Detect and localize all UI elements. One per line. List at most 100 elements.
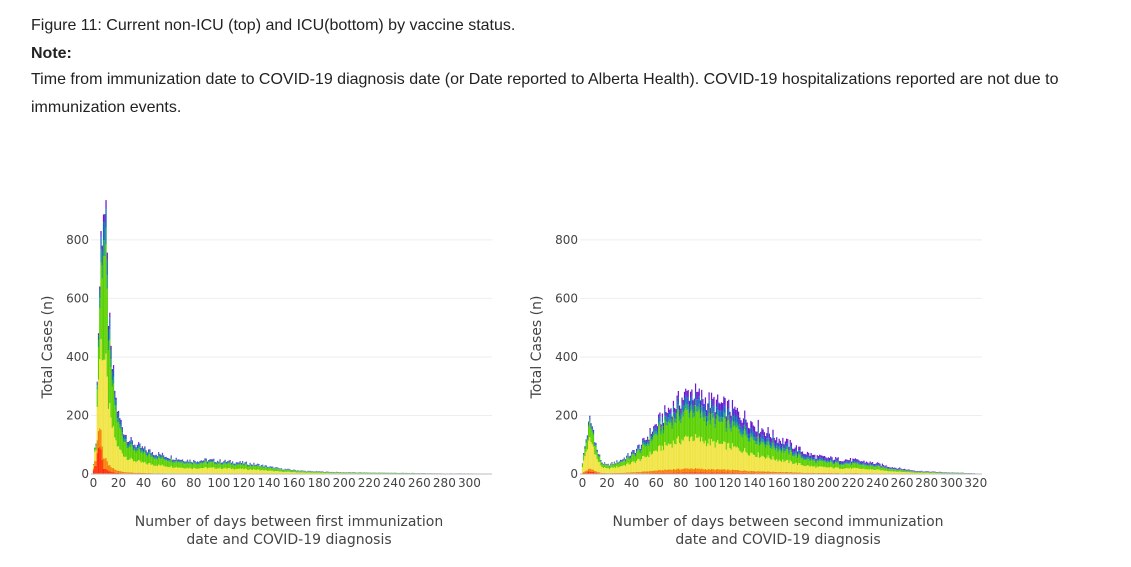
bar-segment <box>615 464 617 468</box>
bar-segment <box>592 446 595 470</box>
bar-segment <box>366 472 368 474</box>
bar-segment <box>773 437 775 443</box>
bar-segment <box>763 432 766 438</box>
bar-segment <box>96 440 98 454</box>
bar-segment <box>651 453 654 471</box>
bar-segment <box>787 449 789 460</box>
bar-segment <box>741 437 743 454</box>
bar-segment <box>660 427 662 432</box>
bar-segment <box>247 465 249 467</box>
bar-segment <box>114 405 116 438</box>
bar-segment <box>678 420 681 443</box>
bar-segment <box>224 459 226 461</box>
bar-segment <box>250 465 253 467</box>
bar-segment <box>104 458 106 469</box>
bar-segment <box>165 457 167 459</box>
bar-segment <box>252 465 254 466</box>
bar-segment <box>725 472 727 474</box>
bar-segment <box>633 451 635 453</box>
bar-segment <box>659 469 661 473</box>
bar-segment <box>145 455 147 464</box>
bar-segment <box>681 397 683 404</box>
bar-segment <box>729 472 731 474</box>
bar-segment <box>273 471 275 474</box>
bar-segment <box>798 446 800 451</box>
bar-segment <box>135 452 137 463</box>
bar-segment <box>100 429 102 450</box>
bar-segment <box>720 409 722 417</box>
bar-segment <box>132 446 135 449</box>
bar-segment <box>282 472 284 474</box>
bar-segment <box>166 458 169 460</box>
bar-segment <box>747 471 750 474</box>
bar-segment <box>233 469 235 474</box>
bar-segment <box>699 407 702 414</box>
x-tick-label: 240 <box>866 476 889 490</box>
bar-segment <box>777 461 779 473</box>
bar-segment <box>666 469 668 473</box>
bar-segment <box>857 461 859 463</box>
y-axis-title: Total Cases (n) <box>40 296 56 400</box>
bar-segment <box>746 453 748 471</box>
bar-segment <box>902 471 904 474</box>
bar-segment <box>149 454 151 464</box>
bar-segment <box>181 467 184 474</box>
bar-segment <box>765 441 767 445</box>
bar-segment <box>883 470 885 474</box>
bar-segment <box>739 417 741 425</box>
bar-segment <box>784 460 786 473</box>
bar-segment <box>757 432 759 437</box>
bar-segment <box>166 459 169 462</box>
bar-segment <box>95 465 97 474</box>
bar-segment <box>589 419 591 423</box>
bar-segment <box>735 447 737 471</box>
bar-segment <box>307 472 309 474</box>
bar-segment <box>858 462 860 464</box>
bar-segment <box>174 460 176 462</box>
bar-segment <box>238 463 240 465</box>
bar-segment <box>680 423 682 445</box>
bar-segment <box>672 472 675 474</box>
bar-segment <box>703 472 705 474</box>
bar-segment <box>825 472 827 474</box>
bar-segment <box>117 417 120 422</box>
bar-segment <box>871 462 874 464</box>
bar-segment <box>901 469 903 470</box>
bar-segment <box>709 472 711 474</box>
bar-segment <box>871 464 874 466</box>
bar-segment <box>642 438 644 441</box>
bar-segment <box>794 447 796 452</box>
bar-segment <box>278 471 280 474</box>
bar-segment <box>796 451 799 455</box>
bar-segment <box>806 451 809 455</box>
bar-segment <box>735 409 737 418</box>
bar-segment <box>881 464 884 467</box>
bar-segment <box>288 471 290 474</box>
bar-segment <box>584 447 586 450</box>
bar-segment <box>137 472 140 474</box>
bar-segment <box>768 438 770 443</box>
bar-segment <box>268 467 270 469</box>
bar-segment <box>862 461 864 464</box>
bar-segment <box>596 450 598 452</box>
bar-segment <box>781 452 783 462</box>
bar-segment <box>250 469 253 474</box>
bar-segment <box>158 454 160 457</box>
bar-segment <box>800 451 802 455</box>
bar-segment <box>911 471 913 473</box>
bar-segment <box>178 459 180 462</box>
bar-segment <box>808 457 810 460</box>
bar-segment <box>622 460 624 462</box>
bar-segment <box>161 452 164 454</box>
bar-segment <box>144 446 146 448</box>
bar-segment <box>729 470 731 473</box>
bar-segment <box>720 421 722 444</box>
bar-segment <box>922 472 924 473</box>
bar-segment <box>841 465 843 469</box>
bar-segment <box>129 440 131 443</box>
bar-segment <box>810 453 812 456</box>
bar-segment <box>815 473 817 474</box>
bar-segment <box>703 410 705 417</box>
bar-segment <box>244 464 246 469</box>
